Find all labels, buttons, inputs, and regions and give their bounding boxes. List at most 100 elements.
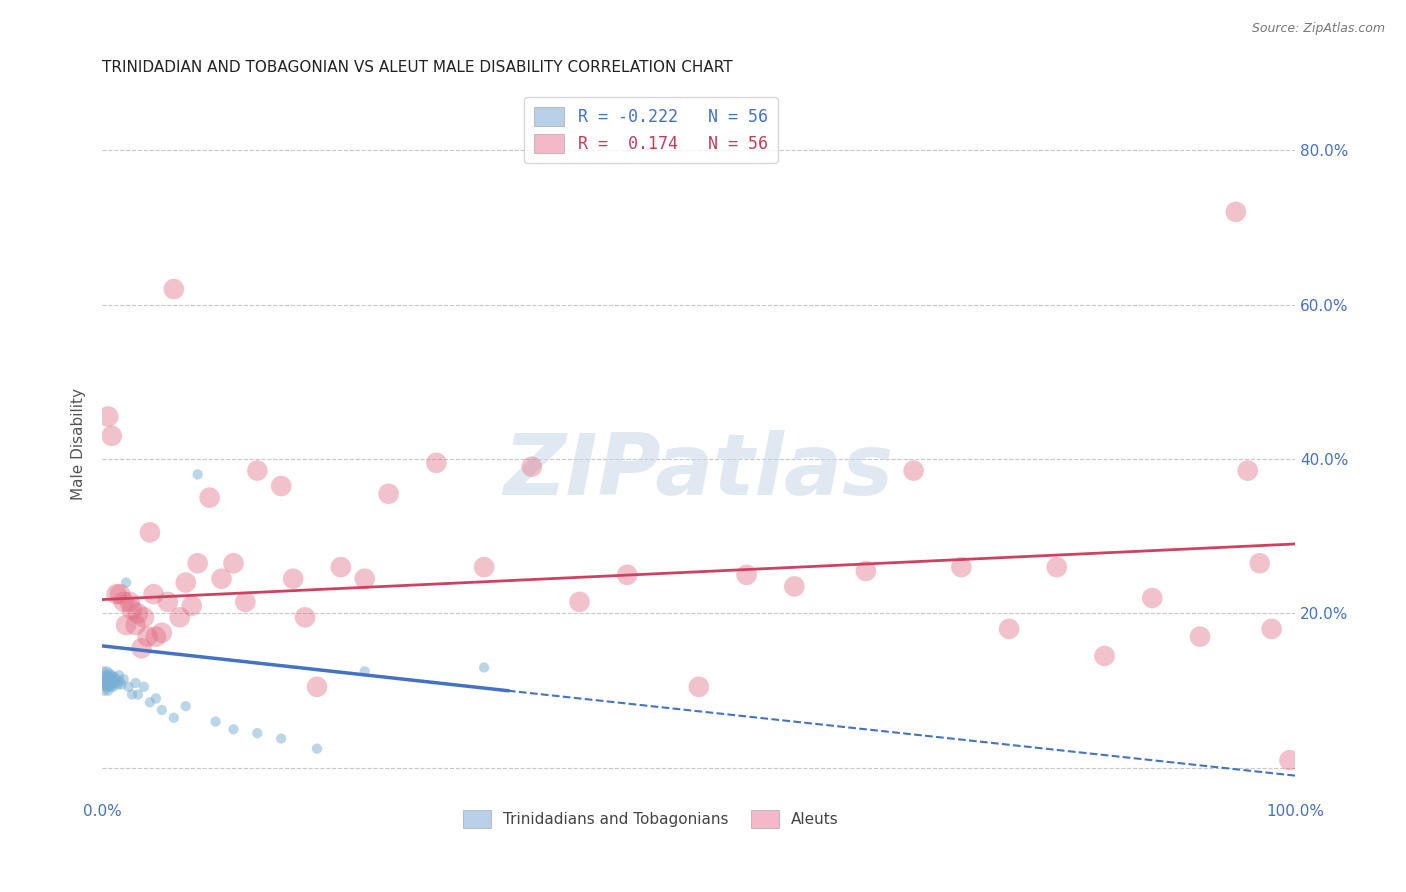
Point: [124, 618, 146, 632]
Point: [93, 677, 115, 691]
Point: [204, 714, 226, 729]
Point: [688, 680, 710, 694]
Point: [101, 680, 124, 694]
Point: [174, 699, 197, 714]
Point: [94, 680, 117, 694]
Point: [903, 464, 925, 478]
Point: [156, 595, 179, 609]
Point: [139, 525, 162, 540]
Point: [180, 599, 202, 613]
Point: [211, 572, 233, 586]
Point: [187, 556, 209, 570]
Point: [110, 677, 132, 691]
Point: [1236, 464, 1258, 478]
Point: [783, 579, 806, 593]
Point: [101, 672, 124, 686]
Legend: Trinidadians and Tobagonians, Aleuts: Trinidadians and Tobagonians, Aleuts: [457, 804, 845, 834]
Point: [281, 572, 304, 586]
Point: [98, 672, 121, 686]
Point: [1225, 204, 1247, 219]
Point: [222, 723, 245, 737]
Point: [96, 676, 118, 690]
Point: [93, 670, 115, 684]
Point: [127, 607, 149, 621]
Point: [150, 625, 173, 640]
Point: [115, 618, 138, 632]
Point: [472, 660, 495, 674]
Point: [98, 666, 121, 681]
Point: [198, 491, 221, 505]
Point: [103, 670, 125, 684]
Text: Source: ZipAtlas.com: Source: ZipAtlas.com: [1251, 22, 1385, 36]
Point: [425, 456, 447, 470]
Point: [100, 676, 122, 690]
Point: [132, 610, 155, 624]
Point: [96, 665, 118, 679]
Point: [121, 688, 143, 702]
Point: [163, 282, 186, 296]
Point: [121, 602, 143, 616]
Point: [97, 409, 120, 424]
Point: [97, 674, 120, 689]
Point: [246, 464, 269, 478]
Point: [305, 680, 328, 694]
Point: [93, 683, 115, 698]
Point: [616, 567, 638, 582]
Point: [98, 677, 121, 691]
Point: [132, 680, 155, 694]
Point: [108, 668, 131, 682]
Point: [96, 680, 118, 694]
Point: [353, 665, 375, 679]
Point: [115, 575, 138, 590]
Point: [568, 595, 591, 609]
Point: [472, 560, 495, 574]
Point: [93, 676, 115, 690]
Point: [94, 674, 117, 689]
Point: [163, 711, 186, 725]
Point: [105, 672, 128, 686]
Point: [1094, 648, 1116, 663]
Point: [1278, 753, 1301, 767]
Point: [124, 676, 146, 690]
Point: [94, 668, 117, 682]
Point: [305, 741, 328, 756]
Point: [118, 595, 141, 609]
Point: [105, 587, 128, 601]
Point: [270, 479, 292, 493]
Point: [97, 670, 120, 684]
Point: [174, 575, 197, 590]
Point: [96, 672, 118, 686]
Point: [735, 567, 758, 582]
Point: [187, 467, 209, 482]
Point: [145, 691, 167, 706]
Point: [246, 726, 269, 740]
Point: [93, 665, 115, 679]
Text: TRINIDADIAN AND TOBAGONIAN VS ALEUT MALE DISABILITY CORRELATION CHART: TRINIDADIAN AND TOBAGONIAN VS ALEUT MALE…: [103, 60, 733, 75]
Point: [1249, 556, 1271, 570]
Point: [100, 429, 122, 443]
Point: [142, 587, 165, 601]
Point: [136, 630, 159, 644]
Point: [1046, 560, 1069, 574]
Point: [100, 680, 122, 694]
Point: [222, 556, 245, 570]
Point: [112, 672, 135, 686]
Point: [150, 703, 173, 717]
Point: [353, 572, 375, 586]
Point: [1142, 591, 1164, 605]
Point: [104, 676, 127, 690]
Text: ZIPatlas: ZIPatlas: [503, 431, 894, 514]
Point: [107, 677, 129, 691]
Point: [108, 587, 131, 601]
Point: [112, 595, 135, 609]
Point: [93, 672, 115, 686]
Point: [131, 641, 153, 656]
Point: [145, 630, 167, 644]
Point: [377, 487, 399, 501]
Point: [520, 459, 543, 474]
Point: [97, 683, 120, 698]
Point: [127, 688, 149, 702]
Point: [998, 622, 1021, 636]
Point: [103, 674, 125, 689]
Point: [100, 670, 122, 684]
